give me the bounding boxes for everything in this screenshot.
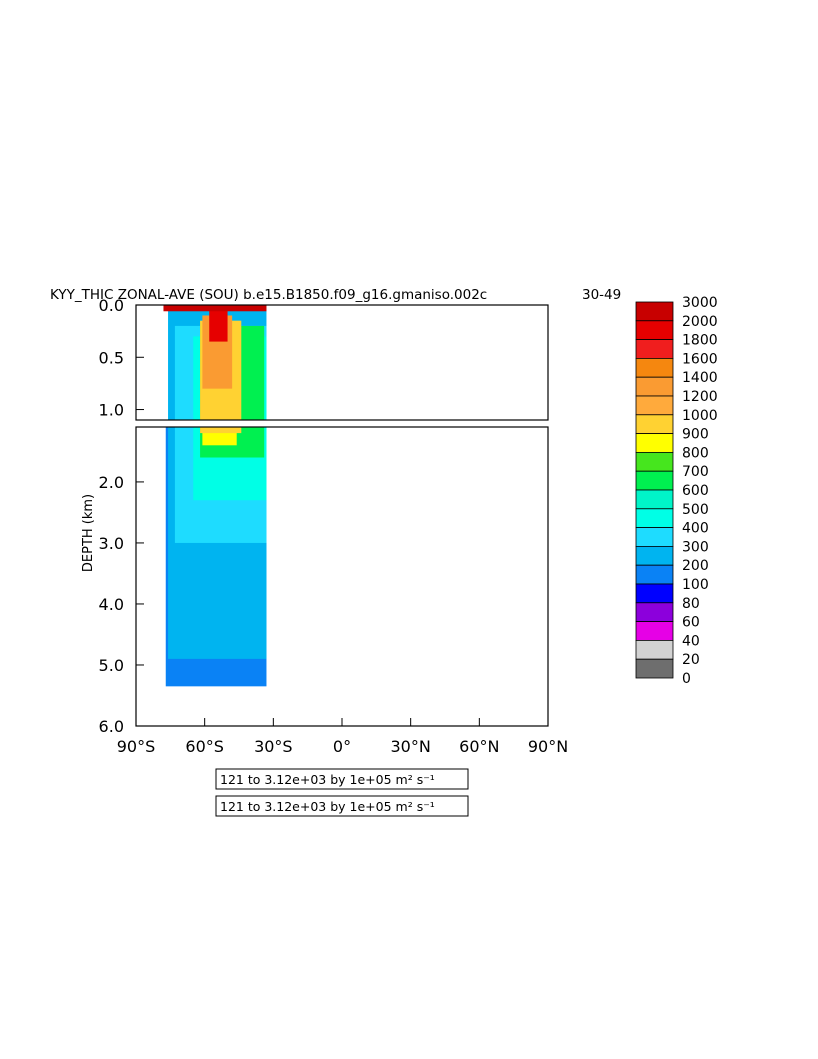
colorbar-label: 400	[682, 521, 709, 537]
x-tick-label: 30°S	[254, 737, 293, 756]
x-tick-label: 0°	[333, 737, 351, 756]
colorbar-label: 3000	[682, 295, 718, 311]
colorbar-swatch	[635, 527, 674, 547]
field-zone-3000	[163, 305, 267, 312]
colorbar-swatch	[635, 621, 674, 641]
y-tick-label: 1.0	[99, 401, 124, 420]
colorbar-label: 1200	[682, 389, 718, 405]
colorbar-label: 800	[682, 445, 709, 461]
x-tick-label: 60°N	[459, 737, 499, 756]
colorbar-swatch	[635, 602, 674, 622]
colorbar-swatch	[635, 320, 674, 340]
colorbar-swatch	[635, 339, 674, 359]
y-tick-label: 3.0	[99, 534, 124, 553]
colorbar-swatch	[635, 546, 674, 566]
colorbar-swatch	[635, 301, 674, 322]
colorbar-label: 200	[682, 558, 709, 574]
colorbar-swatch	[635, 658, 674, 679]
colorbar-label: 100	[682, 577, 709, 593]
colorbar-swatch	[635, 508, 674, 528]
colorbar-label: 1400	[682, 370, 718, 386]
y-tick-label: 5.0	[99, 656, 124, 675]
colorbar-label: 500	[682, 502, 709, 518]
y-tick-label: 2.0	[99, 473, 124, 492]
colorbar-label: 40	[682, 633, 700, 649]
colorbar-label: 700	[682, 464, 709, 480]
colorbar-label: 1800	[682, 333, 718, 349]
chart-title: KYY_THIC ZONAL-AVE (SOU) b.e15.B1850.f09…	[50, 287, 487, 303]
colorbar-label: 80	[682, 596, 700, 612]
title-years: 30-49	[582, 287, 621, 303]
contour-info-box-2	[215, 795, 469, 817]
field-upper-panel	[163, 305, 267, 420]
colorbar-label: 2000	[682, 314, 718, 330]
colorbar-label: 1600	[682, 351, 718, 367]
colorbar-swatch	[635, 376, 674, 397]
colorbar-label: 1000	[682, 408, 718, 424]
colorbar-swatch	[635, 564, 674, 585]
y-axis-label: DEPTH (km)	[81, 494, 96, 572]
colorbar-label: 900	[682, 427, 709, 443]
y-tick-label: 4.0	[99, 595, 124, 614]
colorbar-swatch	[635, 451, 674, 472]
field-lower-panel	[165, 427, 267, 687]
upper-panel-frame	[135, 304, 549, 421]
colorbar-swatch	[635, 414, 674, 434]
y-tick-label: 0.0	[99, 296, 124, 315]
field-zone-1000	[200, 427, 242, 434]
colorbar-label: 600	[682, 483, 709, 499]
x-tick-label: 90°N	[528, 737, 568, 756]
x-tick-label: 90°S	[117, 737, 156, 756]
contour-info-text-2: 121 to 3.12e+03 by 1e+05 m² s⁻¹	[220, 799, 435, 814]
colorbar-label: 0	[682, 671, 691, 687]
colorbar-swatch	[635, 470, 674, 491]
x-tick-label: 30°N	[391, 737, 431, 756]
colorbar-swatch	[635, 583, 674, 604]
colorbar-swatch	[635, 395, 674, 416]
colorbar-label: 60	[682, 615, 700, 631]
colorbar-label: 20	[682, 652, 700, 668]
colorbar-swatch	[635, 489, 674, 510]
field-zone-2000	[209, 305, 228, 342]
y-tick-label: 6.0	[99, 717, 124, 736]
x-tick-label: 60°S	[185, 737, 224, 756]
contour-info-text-1: 121 to 3.12e+03 by 1e+05 m² s⁻¹	[220, 772, 435, 787]
colorbar-swatch	[635, 433, 674, 453]
y-tick-label: 0.5	[99, 348, 124, 367]
axes: 90°S 60°S 30°S 0° 30°N 60°N 90°N 0.0 0.5 1.0 2.0 3.…	[99, 296, 569, 756]
colorbar-swatch	[635, 357, 674, 378]
colorbar-swatch	[635, 640, 674, 660]
colorbar: 3000200018001600140012001000900800700600…	[635, 295, 718, 687]
colorbar-label: 300	[682, 539, 709, 555]
contour-info-box-1	[215, 768, 469, 790]
